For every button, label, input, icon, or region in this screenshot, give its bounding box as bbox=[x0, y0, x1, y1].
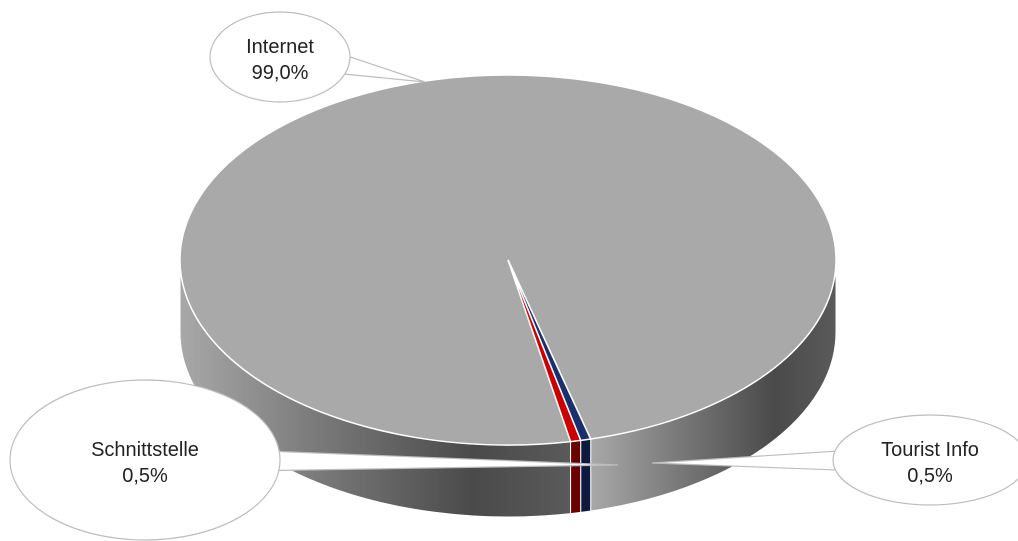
callout-bubble bbox=[209, 11, 351, 103]
callout-label: Tourist Info bbox=[881, 439, 979, 461]
slice-tourist-info bbox=[507, 259, 582, 443]
side-wall-tourist-info bbox=[570, 439, 582, 515]
callout-label: Internet bbox=[246, 36, 314, 58]
callout-value: 99,0% bbox=[252, 62, 309, 84]
callout-value: 0,5% bbox=[122, 465, 168, 487]
callout-tourist-info: Tourist Info 0,5% bbox=[651, 414, 1018, 506]
callout-internet: Internet 99,0% bbox=[209, 11, 426, 103]
callout-bubble bbox=[9, 379, 281, 541]
callout-schnittstelle: Schnittstelle 0,5% bbox=[9, 379, 619, 541]
callout-value: 0,5% bbox=[907, 465, 953, 487]
callout-seam bbox=[335, 53, 342, 74]
pie-layer bbox=[179, 74, 837, 518]
callout-label: Schnittstelle bbox=[91, 439, 199, 461]
side-wall-schnittstelle bbox=[580, 438, 592, 513]
callout-bubble bbox=[832, 414, 1018, 506]
